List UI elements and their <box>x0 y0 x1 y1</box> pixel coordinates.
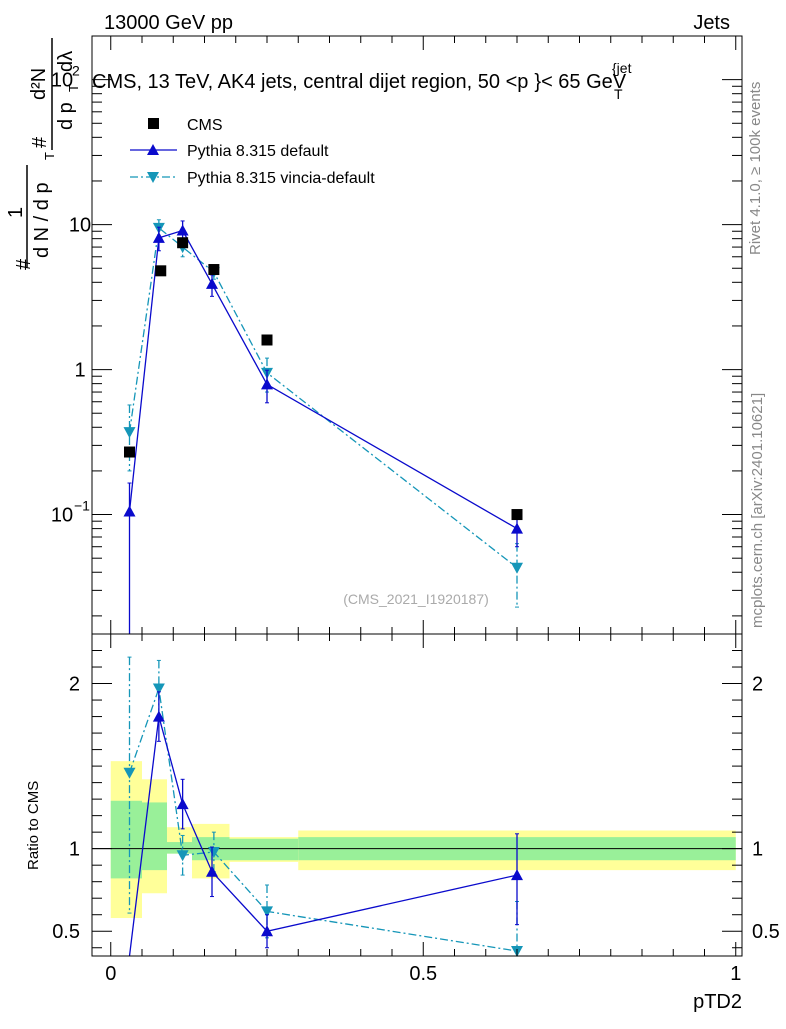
x-tick-label: 0 <box>105 963 116 985</box>
svg-text:#: # <box>13 258 35 270</box>
legend: CMS Pythia 8.315 default Pythia 8.315 vinc… <box>130 117 375 187</box>
ratio-vincia-point <box>152 683 165 695</box>
main-cms-point <box>208 264 220 276</box>
uncertainty-band-inner <box>167 842 192 854</box>
main-vincia-point <box>123 427 136 439</box>
y-tick-label: 10 <box>51 70 73 92</box>
svg-text:T: T <box>66 84 81 92</box>
uncertainty-band-inner <box>229 838 299 861</box>
ratio-y-tick-label-right: 0.5 <box>752 921 780 943</box>
ratio-default-point <box>176 798 189 810</box>
main-default-point <box>123 505 136 517</box>
legend-marker-cms <box>148 118 159 129</box>
ratio-vincia-point <box>176 850 189 862</box>
ratio-vincia-point <box>207 846 220 858</box>
source-url-label: mcplots.cern.ch [arXiv:2401.10621] <box>749 393 766 628</box>
main-default-point <box>152 231 165 243</box>
ratio-y-tick-label: 2 <box>69 674 80 696</box>
main-vincia-point <box>511 562 523 574</box>
legend-marker-vincia <box>147 172 159 183</box>
svg-text:d²N: d²N <box>28 68 50 100</box>
ratio-vincia-line <box>128 688 518 952</box>
y-tick-exponent: −1 <box>74 498 90 514</box>
legend-label-vincia: Pythia 8.315 vincia-default <box>187 170 375 187</box>
energy-label: 13000 GeV pp <box>104 12 233 34</box>
svg-text:dλ: dλ <box>55 51 77 72</box>
ratio-plot-frame <box>91 633 743 957</box>
ratio-y-tick-label-right: 2 <box>752 674 763 696</box>
main-vincia-line <box>128 226 518 569</box>
main-cms-point <box>511 509 523 521</box>
analysis-watermark: (CMS_2021_I1920187) <box>343 591 489 607</box>
legend-marker-default <box>147 144 159 155</box>
x-axis-label: pTD2 <box>693 991 742 1013</box>
legend-label-cms: CMS <box>187 117 223 134</box>
ratio-y-tick-label: 0.5 <box>52 921 80 943</box>
ratio-default-point <box>511 869 523 881</box>
y-tick-label: 10 <box>51 505 73 527</box>
main-default-point <box>511 522 523 534</box>
ratio-default-point <box>152 710 165 722</box>
plot-title-sub: T <box>614 86 623 102</box>
main-default-point <box>261 378 273 390</box>
main-y-axis-label: # 1 d N / d p T # d²N d p T dλ <box>5 38 81 270</box>
ratio-y-tick-label: 1 <box>69 839 80 861</box>
svg-text:d N / d p: d N / d p <box>31 182 53 258</box>
ratio-y-tick-label-right: 1 <box>752 839 763 861</box>
category-label: Jets <box>693 12 730 34</box>
x-tick-label: 1 <box>730 963 741 985</box>
ratio-default-point <box>261 925 273 937</box>
main-default-point <box>206 277 218 289</box>
y-tick-exponent: 2 <box>72 63 80 79</box>
uncertainty-band-inner <box>110 800 142 879</box>
main-default-point <box>176 224 189 236</box>
svg-text:#: # <box>29 136 51 148</box>
plot-title: CMS, 13 TeV, AK4 jets, central dijet reg… <box>92 71 627 93</box>
main-cms-point <box>124 446 135 458</box>
ratio-vincia-point <box>123 767 136 779</box>
main-default-line <box>128 229 518 530</box>
ratio-y-axis-label: Ratio to CMS <box>25 781 42 870</box>
svg-text:1: 1 <box>5 207 27 218</box>
svg-text:T: T <box>42 152 57 160</box>
y-tick-label: 10 <box>69 215 91 237</box>
y-tick-label: 1 <box>74 360 85 382</box>
ratio-vincia-point <box>261 906 273 918</box>
uncertainty-band-inner <box>142 802 167 871</box>
main-cms-point <box>261 334 273 346</box>
ratio-default-point <box>206 865 218 877</box>
plot-title-sup: {jet <box>612 60 632 76</box>
main-cms-point <box>177 237 189 249</box>
rivet-version-label: Rivet 4.1.0, ≥ 100k events <box>747 82 764 255</box>
svg-text:d p: d p <box>55 102 77 130</box>
x-tick-label: 0.5 <box>409 963 437 985</box>
ratio-default-line <box>128 716 518 957</box>
ratio-plot-panel: 0.5 0.5 1 1 2 2 0 0.5 1 Ratio to CMS pTD2 <box>25 633 780 1013</box>
main-cms-point <box>155 265 167 277</box>
legend-label-default: Pythia 8.315 default <box>187 143 329 160</box>
